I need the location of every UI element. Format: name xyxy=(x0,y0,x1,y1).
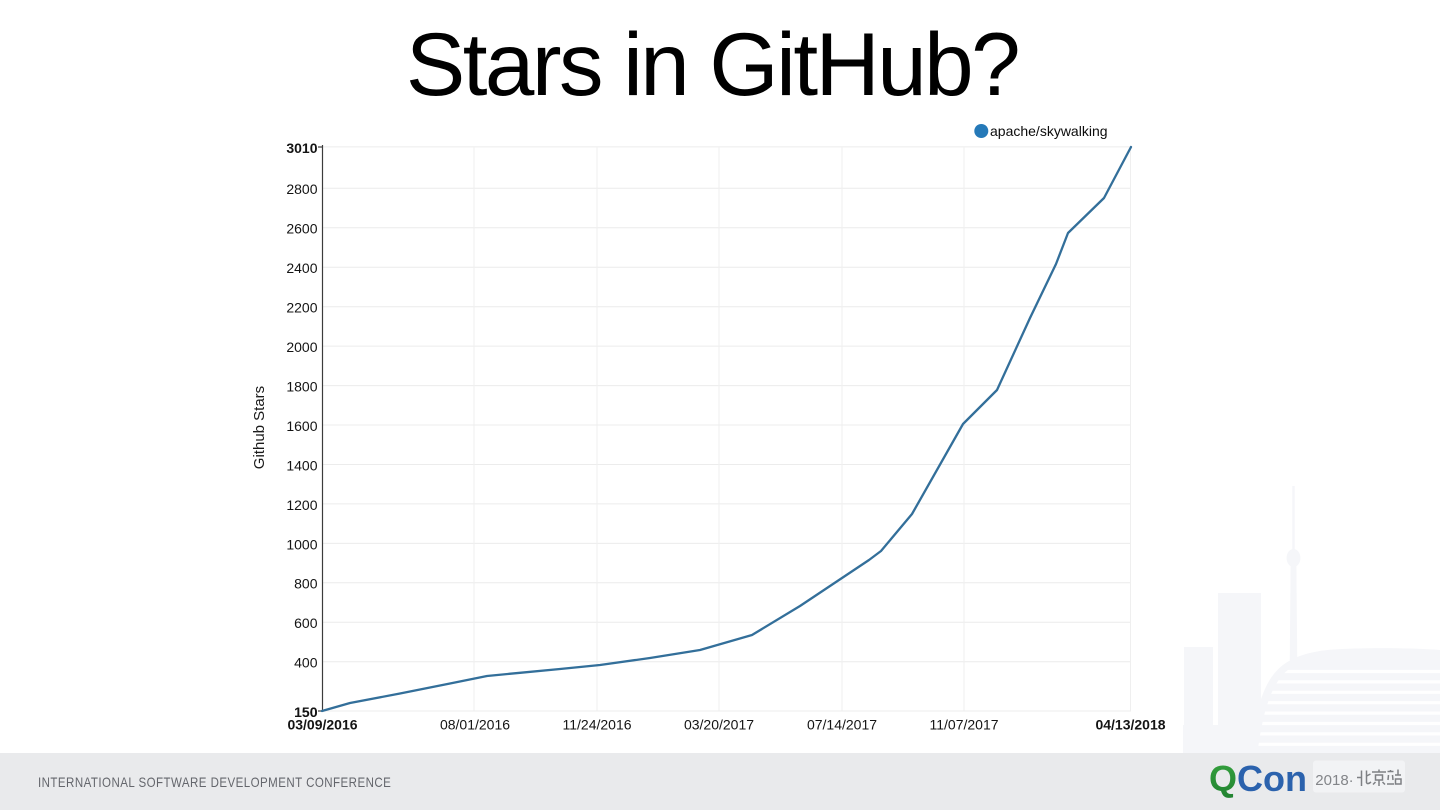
svg-text:11/24/2016: 11/24/2016 xyxy=(562,717,631,733)
svg-text:2200: 2200 xyxy=(286,300,317,316)
svg-text:apache/skywalking: apache/skywalking xyxy=(990,123,1108,139)
svg-text:08/01/2016: 08/01/2016 xyxy=(440,717,510,733)
svg-text:1000: 1000 xyxy=(286,536,317,552)
svg-text:800: 800 xyxy=(294,576,318,592)
svg-text:03/20/2017: 03/20/2017 xyxy=(684,717,754,733)
svg-text:150: 150 xyxy=(294,704,318,720)
svg-text:03/09/2016: 03/09/2016 xyxy=(287,717,357,733)
svg-text:2400: 2400 xyxy=(286,260,317,276)
svg-text:2000: 2000 xyxy=(286,339,317,355)
svg-text:Github Stars: Github Stars xyxy=(251,386,268,469)
svg-text:07/14/2017: 07/14/2017 xyxy=(807,717,877,733)
svg-text:400: 400 xyxy=(294,655,318,671)
svg-text:11/07/2017: 11/07/2017 xyxy=(929,717,998,733)
svg-text:2018·: 2018· xyxy=(1315,772,1353,789)
svg-text:04/13/2018: 04/13/2018 xyxy=(1095,717,1165,733)
svg-text:600: 600 xyxy=(294,615,318,631)
svg-text:2600: 2600 xyxy=(286,221,317,237)
svg-text:QCon: QCon xyxy=(1209,758,1307,799)
svg-text:1200: 1200 xyxy=(286,497,317,513)
svg-text:1400: 1400 xyxy=(286,457,317,473)
svg-text:150: 150 xyxy=(294,704,318,720)
svg-text:3010: 3010 xyxy=(286,140,317,156)
svg-text:2800: 2800 xyxy=(286,181,317,197)
svg-text:1600: 1600 xyxy=(286,418,317,434)
svg-text:1800: 1800 xyxy=(286,379,317,395)
